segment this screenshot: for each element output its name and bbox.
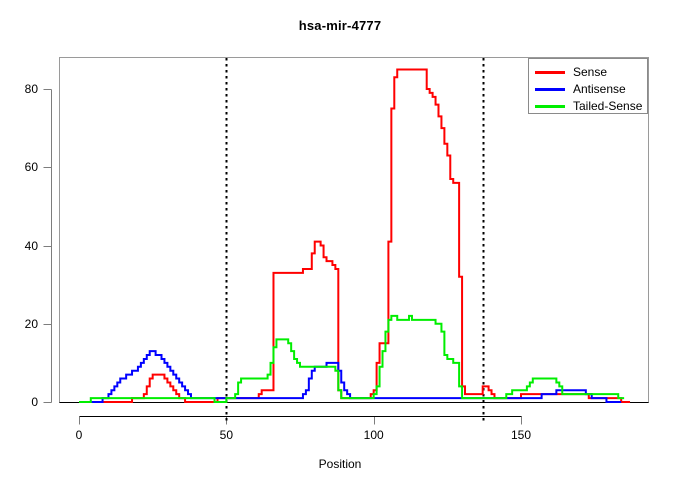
legend-label-antisense: Antisense <box>573 82 626 96</box>
series-line-tailed-sense <box>79 314 625 403</box>
legend-item-antisense: Antisense <box>535 81 626 98</box>
x-tick-label: 50 <box>219 428 234 442</box>
y-tick-label: 80 <box>24 82 38 96</box>
legend-label-sense: Sense <box>573 65 608 79</box>
legend-item-tailed-sense: Tailed-Sense <box>535 98 642 115</box>
axis-ticks <box>43 89 522 425</box>
threshold-lines <box>225 58 485 421</box>
legend-swatch-antisense <box>535 88 565 91</box>
chart-title: hsa-mir-4777 <box>298 18 382 33</box>
y-tick-label: 20 <box>24 316 38 331</box>
x-tick-label: 150 <box>510 428 532 442</box>
series-line-sense <box>79 68 631 403</box>
legend-swatch-tailed-sense <box>535 105 565 108</box>
y-tick-label: 40 <box>24 238 38 253</box>
data-series-layer <box>79 68 631 403</box>
x-tick-label: 100 <box>363 428 384 442</box>
legend-label-tailed-sense: Tailed-Sense <box>573 99 643 113</box>
chart-legend: Sense Antisense Tailed-Sense <box>528 58 648 114</box>
y-tick-label: 0 <box>31 395 38 409</box>
legend-swatch-sense <box>535 71 565 74</box>
x-tick-label: 0 <box>75 428 83 442</box>
y-tick-label: 60 <box>24 160 38 175</box>
legend-item-sense: Sense <box>535 64 607 81</box>
x-axis-label: Position <box>318 457 362 471</box>
